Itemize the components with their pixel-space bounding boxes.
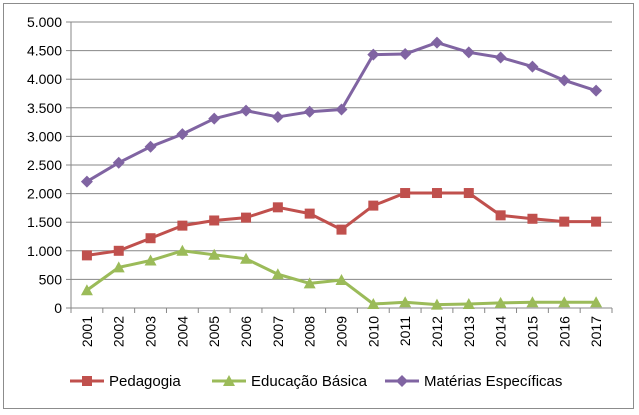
legend-label: Pedagogia xyxy=(109,373,181,390)
legend-label: Matérias Específicas xyxy=(424,373,562,390)
data-point xyxy=(144,254,157,266)
data-point xyxy=(431,188,442,199)
x-tick-label: 2009 xyxy=(334,316,350,347)
data-point xyxy=(113,245,124,256)
data-point xyxy=(527,213,538,224)
x-tick-label: 2006 xyxy=(238,316,254,347)
y-tick-label: 2.000 xyxy=(27,186,62,202)
data-point xyxy=(430,36,443,49)
series-line xyxy=(86,191,597,257)
data-point xyxy=(144,140,157,153)
data-point xyxy=(272,202,283,213)
data-point xyxy=(335,273,348,285)
data-point xyxy=(303,105,316,118)
y-tick-label: 3.000 xyxy=(27,128,62,144)
x-tick-label: 2004 xyxy=(174,316,190,347)
data-point xyxy=(368,200,379,211)
data-point xyxy=(80,284,93,296)
x-tick-label: 2011 xyxy=(397,316,413,346)
y-tick-label: 2.500 xyxy=(27,157,62,173)
legend-label: Educação Básica xyxy=(251,373,368,390)
y-tick-label: 4.000 xyxy=(27,71,62,87)
x-tick-label: 2017 xyxy=(588,316,604,347)
x-tick-label: 2007 xyxy=(270,316,286,347)
data-point xyxy=(80,175,93,188)
y-tick-label: 1.000 xyxy=(27,243,62,259)
data-point xyxy=(112,156,125,169)
data-point xyxy=(462,297,475,309)
x-tick-label: 2015 xyxy=(524,316,540,347)
x-tick-label: 2012 xyxy=(429,316,445,347)
data-point xyxy=(559,216,570,227)
data-point xyxy=(526,296,539,308)
data-point xyxy=(590,84,603,97)
data-point xyxy=(145,233,156,244)
data-point xyxy=(209,215,220,226)
x-tick-label: 2014 xyxy=(493,316,509,347)
y-tick-label: 5.000 xyxy=(27,14,62,30)
x-tick-label: 2005 xyxy=(206,316,222,347)
data-point xyxy=(304,208,315,219)
data-point xyxy=(495,210,506,221)
data-point xyxy=(526,60,539,73)
data-point xyxy=(303,277,316,289)
data-point xyxy=(177,220,188,231)
y-tick-label: 3.500 xyxy=(27,100,62,116)
data-point xyxy=(591,216,602,227)
x-tick-label: 2016 xyxy=(556,316,572,347)
x-tick-label: 2008 xyxy=(302,316,318,347)
data-point xyxy=(176,244,189,256)
y-tick-label: 500 xyxy=(39,271,63,287)
data-point xyxy=(208,112,221,125)
data-point xyxy=(112,261,125,273)
data-point xyxy=(335,103,348,116)
data-point xyxy=(558,296,571,308)
data-point xyxy=(336,224,347,235)
data-point xyxy=(590,296,603,308)
x-tick-label: 2003 xyxy=(143,316,159,347)
data-point xyxy=(81,250,92,261)
x-tick-label: 2002 xyxy=(111,316,127,347)
y-tick-label: 1.500 xyxy=(27,214,62,230)
data-point xyxy=(463,188,474,199)
data-point xyxy=(399,48,412,61)
y-tick-label: 0 xyxy=(54,300,62,316)
data-point xyxy=(399,296,412,308)
legend-marker xyxy=(223,375,235,386)
data-point xyxy=(271,268,284,280)
x-tick-label: 2010 xyxy=(365,316,381,347)
data-point xyxy=(494,296,507,308)
data-point xyxy=(271,110,284,123)
data-point xyxy=(208,248,221,260)
data-point xyxy=(430,298,443,310)
y-tick-label: 4.500 xyxy=(27,43,62,59)
chart-frame xyxy=(3,3,634,409)
data-point xyxy=(367,48,380,61)
data-point xyxy=(241,212,252,223)
x-tick-label: 2013 xyxy=(461,316,477,347)
data-point xyxy=(494,51,507,64)
data-point xyxy=(367,297,380,309)
data-point xyxy=(240,252,253,264)
data-point xyxy=(462,46,475,59)
legend-marker xyxy=(82,376,92,386)
data-point xyxy=(176,128,189,141)
legend-marker xyxy=(396,375,408,387)
x-tick-label: 2001 xyxy=(79,316,95,347)
data-point xyxy=(240,104,253,117)
data-point xyxy=(400,188,411,199)
data-point xyxy=(558,74,571,87)
